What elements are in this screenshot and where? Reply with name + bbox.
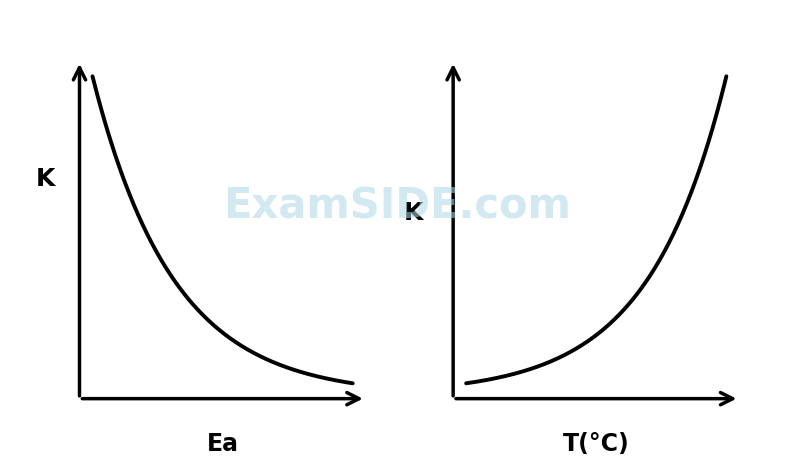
Text: K: K bbox=[36, 167, 55, 191]
Text: Ea: Ea bbox=[207, 432, 238, 456]
Text: ExamSIDE.com: ExamSIDE.com bbox=[223, 185, 572, 227]
Text: K: K bbox=[403, 201, 423, 225]
Text: T(°C): T(°C) bbox=[563, 432, 630, 456]
